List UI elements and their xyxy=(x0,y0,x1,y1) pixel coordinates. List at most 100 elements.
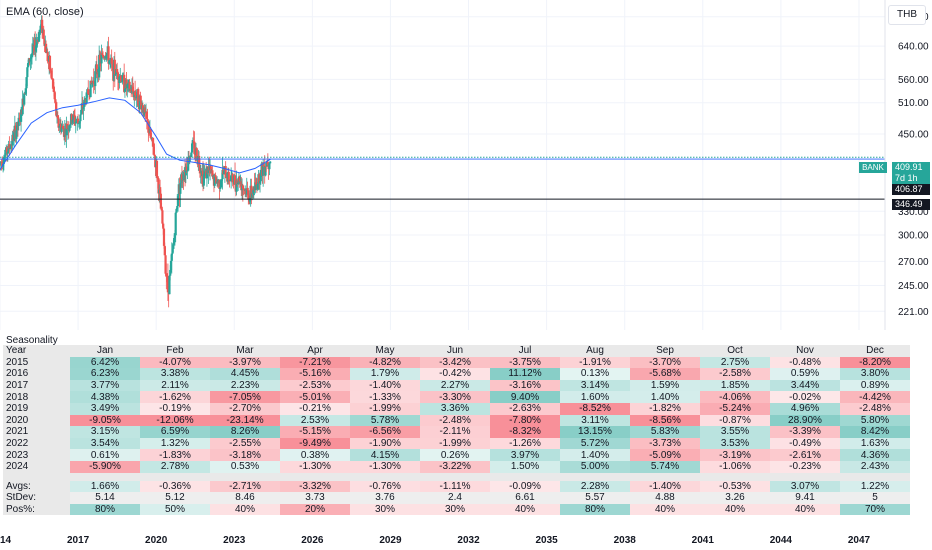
table-cell: 5.83% xyxy=(630,426,700,438)
row-year: 2017 xyxy=(3,379,70,392)
table-cell: 11.12% xyxy=(490,368,560,380)
candle xyxy=(91,82,94,88)
table-cell: -8.20% xyxy=(840,356,910,369)
table-cell: -1.90% xyxy=(350,437,420,450)
table-cell: -0.49% xyxy=(770,437,840,450)
candle xyxy=(258,172,261,190)
candle xyxy=(34,37,38,61)
y-tick-label: 510.00 xyxy=(898,98,929,109)
candle xyxy=(116,62,119,74)
row-year: 2023 xyxy=(3,449,70,461)
stats-cell: -3.32% xyxy=(280,480,350,493)
symbol-tag: BANK xyxy=(859,162,887,173)
table-cell: -7.21% xyxy=(280,356,350,369)
table-cell: -12.06% xyxy=(140,414,210,427)
table-cell: -5.24% xyxy=(700,402,770,415)
table-cell: 3.38% xyxy=(140,368,210,380)
stats-cell: 70% xyxy=(840,503,910,516)
table-cell: -4.06% xyxy=(700,391,770,403)
table-cell: -2.48% xyxy=(840,402,910,415)
candle xyxy=(72,110,75,125)
y-tick-label: 245.00 xyxy=(898,281,929,292)
table-cell: 5.72% xyxy=(560,437,630,450)
table-cell: 13.15% xyxy=(560,426,630,438)
table-cell: -5.68% xyxy=(630,368,700,380)
candle xyxy=(137,87,140,106)
table-cell: -1.62% xyxy=(140,391,210,403)
table-row: 2018 4.38% -1.62% -7.05% -5.01% -1.33% -3.30% 9… xyxy=(3,391,910,403)
header-month: Nov xyxy=(770,345,840,357)
currency-button[interactable]: THB xyxy=(888,5,926,25)
stats-cell: 2.28% xyxy=(560,480,630,493)
stats-cell: 30% xyxy=(350,503,420,516)
spacer xyxy=(3,472,910,481)
candle xyxy=(101,48,104,56)
table-cell: 4.45% xyxy=(210,368,280,380)
stats-cell: 20% xyxy=(280,503,350,516)
candle xyxy=(30,55,33,69)
candle xyxy=(31,36,34,58)
candle xyxy=(57,115,60,132)
ema-line xyxy=(0,97,271,174)
table-cell: 3.36% xyxy=(420,402,490,415)
stats-cell: -0.53% xyxy=(700,480,770,493)
table-cell: 2.75% xyxy=(700,356,770,369)
header-month: Jul xyxy=(490,345,560,357)
row-year: 2018 xyxy=(3,391,70,403)
table-cell: 3.14% xyxy=(560,379,630,392)
table-cell: 9.40% xyxy=(490,391,560,403)
candle xyxy=(180,165,184,188)
candle xyxy=(157,176,160,201)
countdown-tag: 7d 1h xyxy=(892,173,930,184)
x-tick-label: 2047 xyxy=(847,535,871,546)
table-cell: 0.61% xyxy=(70,449,140,461)
candle xyxy=(46,48,49,64)
candle xyxy=(203,165,206,183)
table-row: 2017 3.77% 2.11% 2.23% -2.53% -1.40% 2.27% -3.1… xyxy=(3,379,910,392)
stats-cell: 4.88 xyxy=(630,492,700,504)
header-year: Year xyxy=(3,345,70,357)
indicator-title[interactable]: EMA (60, close) xyxy=(6,6,84,18)
candle xyxy=(202,163,205,189)
candles xyxy=(0,15,272,308)
x-tick-label: 2017 xyxy=(66,535,90,546)
candle xyxy=(98,45,101,81)
table-cell: 3.44% xyxy=(770,379,840,392)
candle xyxy=(44,40,48,54)
table-cell: -1.33% xyxy=(350,391,420,403)
candle xyxy=(35,33,38,53)
header-month: Apr xyxy=(280,345,350,357)
candle xyxy=(268,162,271,176)
candle xyxy=(162,227,166,249)
candle xyxy=(9,140,13,152)
table-row: 2020 -9.05% -12.06% -23.14% 2.53% 5.78% -2.48%… xyxy=(3,414,910,427)
table-cell: 1.59% xyxy=(630,379,700,392)
stats-cell: 5.14 xyxy=(70,492,140,504)
stats-label: StDev: xyxy=(3,492,70,504)
candle xyxy=(168,274,171,295)
table-cell: 5.78% xyxy=(350,414,420,427)
seasonality-header: Year Jan Feb Mar Apr May Jun Jul Aug Sep Oct Nov Dec xyxy=(3,345,910,357)
candle xyxy=(81,96,84,115)
stats-cell: 5 xyxy=(840,492,910,504)
y-tick-label: 450.00 xyxy=(898,129,929,140)
stats-label: Avgs: xyxy=(3,480,70,493)
table-cell: -1.26% xyxy=(490,437,560,450)
last-price-tag: 409.91 xyxy=(892,162,930,173)
row-year: 2020 xyxy=(3,414,70,427)
stats-cell: 2.4 xyxy=(420,492,490,504)
stats-cell: 6.61 xyxy=(490,492,560,504)
table-cell: -4.42% xyxy=(840,391,910,403)
table-cell: 1.50% xyxy=(490,460,560,473)
table-cell: -3.97% xyxy=(210,356,280,369)
candle xyxy=(8,136,11,156)
table-cell: -0.02% xyxy=(770,391,840,403)
candle xyxy=(228,180,231,188)
candle xyxy=(186,168,189,180)
candle xyxy=(245,177,248,198)
table-cell: 2.27% xyxy=(420,379,490,392)
x-tick-label: 2029 xyxy=(379,535,402,546)
candle xyxy=(71,119,74,126)
table-cell: -2.55% xyxy=(210,437,280,450)
